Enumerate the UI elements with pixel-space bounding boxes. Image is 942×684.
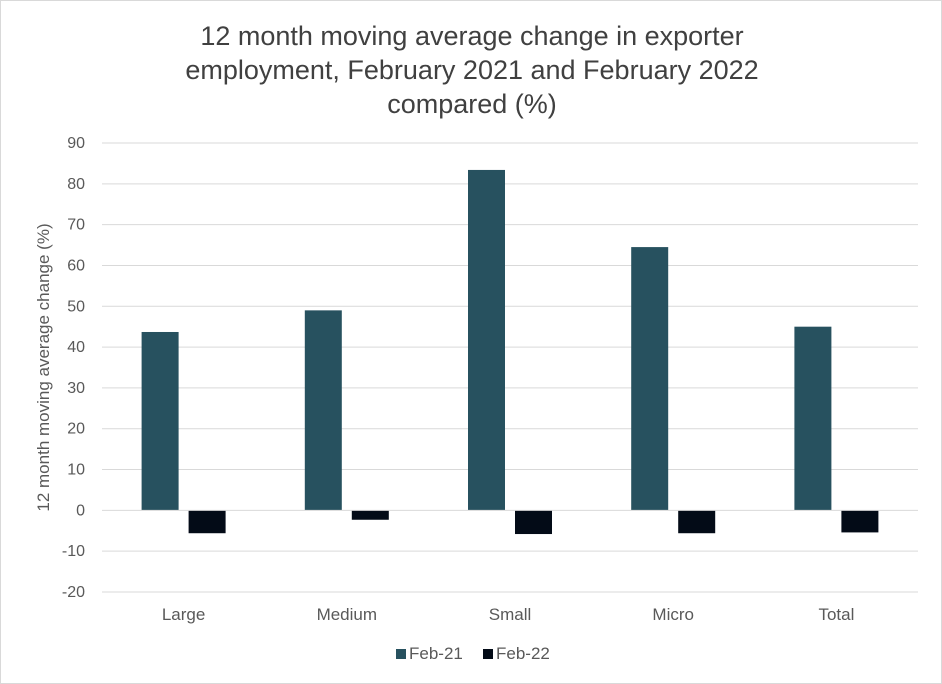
legend-label-feb-21: Feb-21	[409, 644, 463, 663]
y-tick-label: 10	[67, 462, 85, 479]
bar-feb-22-large	[188, 510, 226, 534]
x-category-label: Total	[818, 605, 854, 624]
chart-title-line-2: employment, February 2021 and February 2…	[185, 55, 759, 85]
y-tick-label: 60	[67, 257, 85, 274]
chart-title-line-1: 12 month moving average change in export…	[200, 21, 744, 51]
bar-feb-21-large	[141, 331, 179, 511]
y-tick-label: 40	[67, 339, 85, 356]
y-axis-label: 12 month moving average change (%)	[34, 223, 53, 511]
bar-feb-22-small	[515, 510, 552, 535]
y-tick-label: -20	[62, 584, 85, 601]
x-category-label: Medium	[317, 605, 377, 624]
y-tick-label: 70	[67, 217, 85, 234]
chart-title-line-3: compared (%)	[387, 89, 557, 119]
bars	[141, 169, 879, 535]
legend-swatch-feb-21	[396, 649, 406, 659]
bar-feb-21-medium	[304, 310, 342, 511]
bar-feb-21-small	[468, 169, 505, 511]
y-tick-label: 50	[67, 298, 85, 315]
bar-feb-21-total	[794, 326, 832, 511]
bar-feb-22-medium	[351, 510, 389, 520]
y-tick-label: 80	[67, 176, 85, 193]
chart-title: 12 month moving average change in export…	[1, 19, 942, 121]
x-category-label: Micro	[652, 605, 694, 624]
y-axis-ticks: 90 80 70 60 50 40 30 20 10 0 -10 -20	[62, 135, 85, 601]
bar-feb-21-micro	[631, 247, 669, 511]
y-tick-label: 20	[67, 421, 85, 438]
x-category-label: Small	[489, 605, 532, 624]
bar-feb-22-micro	[678, 510, 716, 534]
x-category-label: Large	[162, 605, 205, 624]
bar-feb-22-total	[841, 510, 879, 533]
legend-label-feb-22: Feb-22	[496, 644, 550, 663]
y-tick-label: 0	[76, 502, 85, 519]
x-axis-categories: Large Medium Small Micro Total	[162, 605, 855, 624]
y-tick-label: -10	[62, 543, 85, 560]
y-tick-label: 30	[67, 380, 85, 397]
legend-swatch-feb-22	[483, 649, 493, 659]
y-tick-label: 90	[67, 135, 85, 152]
gridlines	[102, 142, 918, 593]
legend: Feb-21 Feb-22	[396, 644, 550, 663]
